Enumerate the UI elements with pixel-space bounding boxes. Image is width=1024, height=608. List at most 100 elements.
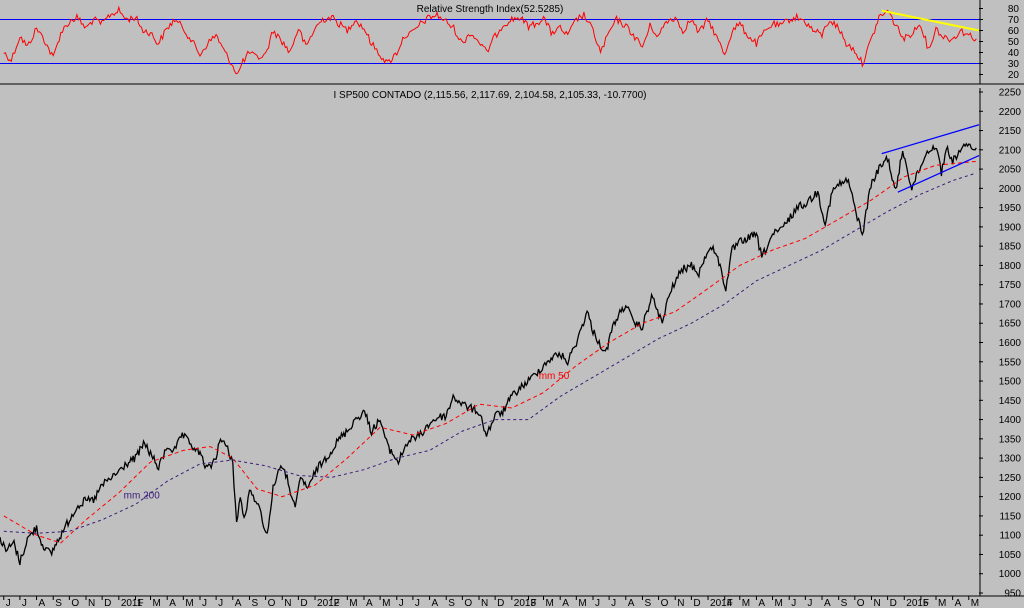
x-tick-label: M	[382, 598, 390, 608]
x-tick-label: D	[693, 598, 700, 608]
price-tick-label: 1400	[999, 415, 1022, 426]
channel-line-2	[897, 154, 980, 193]
x-tick-label: J	[611, 598, 616, 608]
x-tick-label: 2015	[906, 598, 929, 608]
x-tick-label: A	[366, 598, 373, 608]
rsi-tick-label: 70	[1008, 15, 1020, 26]
x-tick-label: J	[595, 598, 600, 608]
x-tick-label: S	[448, 598, 455, 608]
x-tick-label: J	[6, 598, 11, 608]
x-tick-label: O	[857, 598, 865, 608]
x-tick-label: F	[727, 598, 733, 608]
x-tick-label: F	[137, 598, 143, 608]
x-tick-label: M	[349, 598, 357, 608]
x-tick-label: N	[481, 598, 488, 608]
price-tick-label: 1100	[999, 531, 1021, 542]
price-tick-label: 1650	[999, 319, 1022, 330]
price-annotations: mm 50 mm 200	[124, 371, 570, 501]
x-tick-label: J	[202, 598, 207, 608]
rsi-line	[3, 5, 977, 75]
x-tick-label: A	[758, 598, 765, 608]
x-tick-label: M	[742, 598, 750, 608]
price-tick-label: 1350	[999, 434, 1022, 445]
price-tick-label: 2200	[999, 107, 1022, 118]
x-tick-label: M	[775, 598, 783, 608]
x-tick-label: A	[628, 598, 635, 608]
x-tick-label: F	[923, 598, 929, 608]
rsi-tick-label: 60	[1008, 26, 1020, 37]
x-tick-label: M	[971, 598, 979, 608]
annotation-mm-200: mm 200	[124, 491, 161, 502]
x-tick-label: M	[153, 598, 161, 608]
price-y-tick-labels: 950 1000 1050 1100 1150 1200 1250 1300 1350 1400 1…	[979, 88, 1021, 600]
price-tick-label: 1800	[999, 261, 1022, 272]
price-tick-label: 1700	[999, 299, 1022, 310]
x-tick-label: S	[644, 598, 651, 608]
x-tick-label: N	[873, 598, 880, 608]
price-tick-label: 1750	[999, 280, 1022, 291]
price-tick-label: 1450	[999, 396, 1022, 407]
price-tick-label: 1850	[999, 242, 1022, 253]
x-tick-label: O	[661, 598, 669, 608]
x-tick-label: N	[677, 598, 684, 608]
rsi-series-group	[3, 5, 980, 75]
x-tick-label: J	[218, 598, 223, 608]
x-tick-label: J	[415, 598, 420, 608]
x-tick-label: S	[841, 598, 848, 608]
x-tick-label: A	[562, 598, 569, 608]
x-tick-label: D	[890, 598, 897, 608]
price-panel: 950 1000 1050 1100 1150 1200 1250 1300 1350 1400 1…	[0, 88, 1024, 608]
x-tick-label: F	[334, 598, 340, 608]
x-tick-label: S	[251, 598, 258, 608]
mm200-line	[3, 172, 977, 534]
x-tick-label: J	[807, 598, 812, 608]
x-tick-label: S	[55, 598, 62, 608]
price-tick-label: 2050	[999, 165, 1022, 176]
x-tick-label: D	[300, 598, 307, 608]
rsi-tick-label: 50	[1008, 37, 1020, 48]
price-line	[0, 142, 977, 566]
x-tick-label: D	[497, 598, 504, 608]
rsi-tick-label: 20	[1008, 70, 1020, 81]
x-tick-label: J	[399, 598, 404, 608]
x-tick-label: O	[268, 598, 276, 608]
price-tick-label: 2250	[999, 88, 1022, 99]
x-tick-label: J	[791, 598, 796, 608]
x-tick-label: A	[39, 598, 46, 608]
price-tick-label: 1200	[999, 492, 1022, 503]
price-tick-label: 1000	[999, 569, 1022, 580]
price-series-group	[0, 124, 980, 566]
price-tick-label: 1900	[999, 222, 1022, 233]
price-tick-label: 2000	[999, 184, 1022, 195]
channel-line-1	[881, 124, 980, 155]
annotation-mm-50: mm 50	[539, 371, 570, 382]
rsi-tick-label: 40	[1008, 48, 1020, 59]
price-tick-label: 950	[1004, 589, 1021, 600]
price-title: I SP500 CONTADO (2,115.56, 2,117.69, 2,1…	[334, 90, 647, 101]
rsi-trendline	[881, 9, 980, 32]
price-tick-label: 1250	[999, 473, 1022, 484]
price-tick-label: 2100	[999, 145, 1022, 156]
x-tick-label: D	[104, 598, 111, 608]
x-tick-label: N	[284, 598, 291, 608]
price-tick-label: 1550	[999, 357, 1022, 368]
price-tick-label: 1600	[999, 338, 1022, 349]
x-tick-label: M	[578, 598, 586, 608]
x-tick-label: F	[530, 598, 536, 608]
x-tick-label: 2011	[121, 598, 143, 608]
x-tick-label: A	[824, 598, 831, 608]
rsi-title: Relative Strength Index(52.5285)	[417, 4, 564, 15]
x-tick-label: J	[22, 598, 27, 608]
x-tick-label: M	[938, 598, 946, 608]
x-tick-label: A	[432, 598, 439, 608]
x-tick-label: 2014	[710, 598, 733, 608]
mm50-line	[3, 160, 977, 544]
rsi-reference-lines	[0, 19, 979, 64]
x-tick-label: M	[185, 598, 193, 608]
x-tick-label: N	[88, 598, 95, 608]
price-tick-label: 1150	[999, 511, 1021, 522]
